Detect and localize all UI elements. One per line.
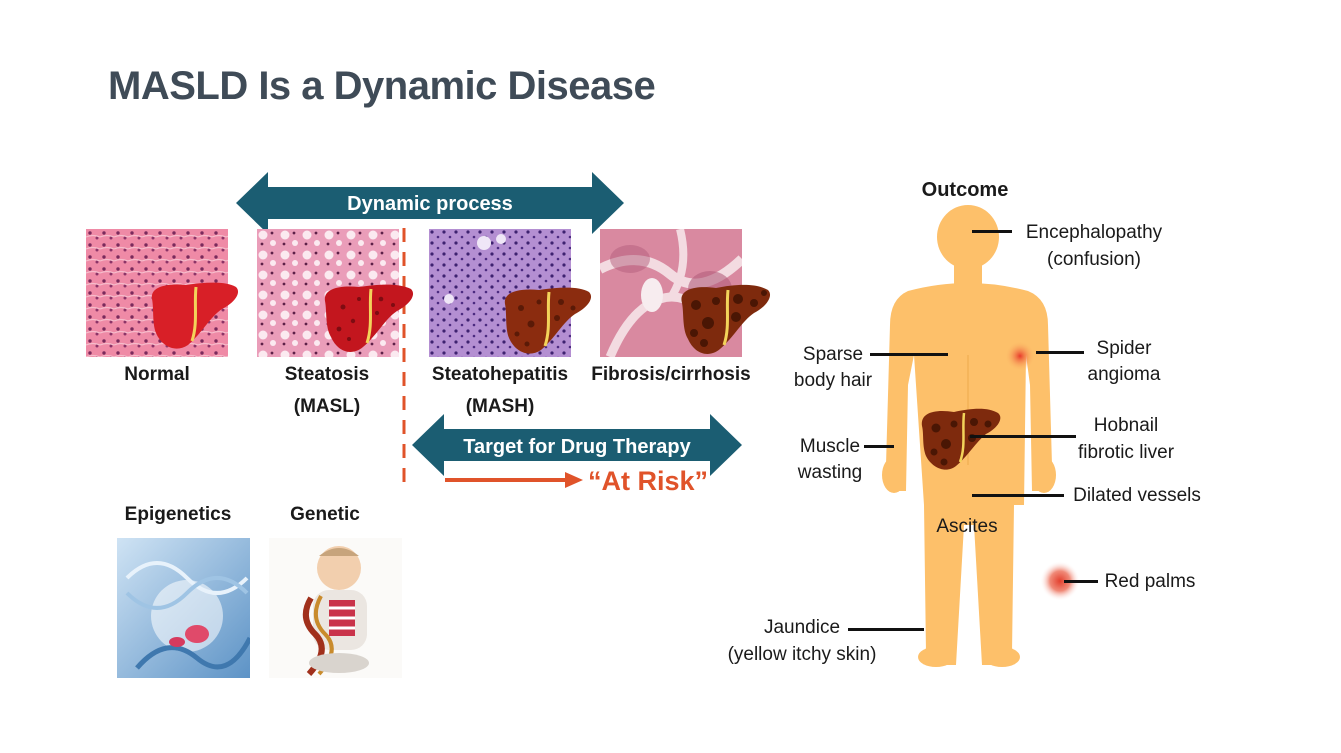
hobnail-liver-icon — [921, 408, 1001, 470]
red-palm-spot — [1040, 561, 1080, 601]
outcome-heading: Outcome — [921, 179, 1009, 201]
at-risk-arrow — [445, 472, 583, 488]
genetic-label: Genetic — [290, 504, 360, 525]
hobnail-leader — [970, 435, 1076, 438]
inflamed-liver-icon — [504, 287, 592, 354]
slide-title: MASLD Is a Dynamic Disease — [108, 64, 656, 108]
red-palms-label: Red palms — [1104, 571, 1196, 592]
at-risk-label: “At Risk” — [588, 466, 709, 496]
stage-fibrosis-label: Fibrosis/cirrhosis — [591, 364, 751, 385]
genetic-image — [269, 538, 402, 678]
red-palms-leader — [1064, 580, 1098, 583]
jaundice-label: Jaundice (yellow itchy skin) — [727, 617, 877, 665]
stage-steatosis-label: Steatosis (MASL) — [284, 364, 370, 417]
epigenetics-label: Epigenetics — [124, 504, 232, 525]
encephalopathy-leader — [972, 230, 1012, 233]
ascites-label: Ascites — [936, 516, 998, 537]
risk-divider — [402, 228, 406, 486]
drug-therapy-label: Target for Drug Therapy — [463, 436, 691, 458]
dynamic-process-arrow — [236, 172, 624, 234]
epigenetics-image — [117, 538, 250, 678]
drug-therapy-arrow — [412, 414, 742, 476]
spider-angioma-leader — [1036, 351, 1084, 354]
fibrosis-histology-image — [600, 229, 742, 357]
encephalopathy-label: Encephalopathy (confusion) — [1025, 222, 1163, 270]
healthy-liver-icon — [151, 282, 239, 349]
dynamic-process-label: Dynamic process — [347, 193, 513, 215]
fatty-liver-icon — [324, 284, 414, 352]
stage-normal-label: Normal — [124, 364, 190, 385]
dilated-vessels-leader — [972, 494, 1064, 497]
muscle-wasting-label: Muscle wasting — [797, 436, 863, 483]
sparse-hair-leader — [870, 353, 948, 356]
sparse-body-hair-label: Sparse body hair — [793, 344, 873, 391]
cirrhotic-liver-icon — [681, 284, 771, 354]
hobnail-liver-label: Hobnail fibrotic liver — [1077, 415, 1175, 463]
dilated-vessels-label: Dilated vessels — [1073, 485, 1201, 506]
spider-angioma-spot — [1005, 341, 1035, 371]
muscle-wasting-leader — [864, 445, 894, 448]
stage-steatohepatitis-label: Steatohepatitis (MASH) — [431, 364, 569, 417]
jaundice-leader — [848, 628, 924, 631]
spider-angioma-label: Spider angioma — [1087, 338, 1161, 385]
